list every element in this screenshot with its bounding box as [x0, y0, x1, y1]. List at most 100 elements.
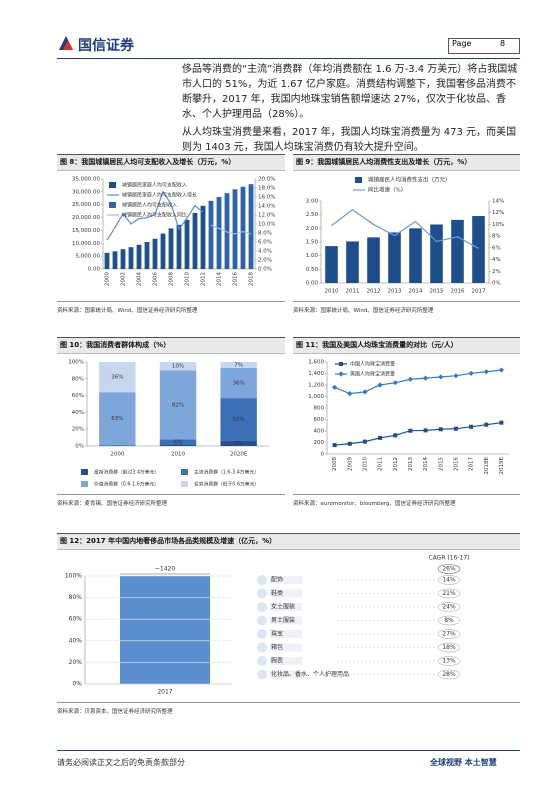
line-marker: [468, 370, 474, 376]
bar: [152, 238, 158, 269]
data-label: 36%: [233, 381, 245, 387]
legend-swatch: [181, 469, 188, 475]
bar: [184, 219, 190, 269]
figure-source: 资料来源：国家统计局、Wind、国信证券经济研究所整理: [57, 301, 285, 314]
x-tick-label: 2000: [105, 272, 111, 286]
x-tick-label: 2009: [347, 457, 353, 471]
line-marker: [438, 374, 444, 380]
item-name: 珠宝: [271, 630, 283, 638]
legend-label: 美国人均珠宝消费量: [350, 371, 395, 378]
x-tick-label: 2016: [451, 289, 465, 295]
y-tick-label: 0.50: [306, 267, 319, 273]
line-marker: [438, 427, 443, 432]
y-tick-label: 200: [314, 440, 325, 446]
figure-source: 资料来源：麦肯锡、国信证券经济研究所整理: [57, 494, 285, 507]
y-tick-label: 25,000.00: [72, 202, 100, 208]
bar: [160, 233, 166, 269]
y-tick-label: 40%: [69, 637, 83, 644]
item-icon: [257, 575, 267, 585]
y-tick-label: 600: [314, 417, 325, 423]
line-marker: [362, 389, 368, 395]
bar-segment: [159, 362, 197, 371]
line-marker: [378, 435, 383, 440]
bar-segment: [220, 362, 257, 368]
paragraph: 侈品等消费的“主流”消费群（年均消费额在 1.6 万-3.4 万美元）将占我国城…: [182, 64, 518, 120]
line-marker: [393, 433, 398, 438]
y-tick-label: 40%: [72, 410, 84, 416]
x-tick-label: 2008: [332, 457, 338, 471]
y-tick-label: 2.00: [306, 226, 319, 232]
cagr-oval: [437, 642, 461, 653]
cagr-oval: [437, 669, 461, 680]
item-name-bg: [270, 603, 302, 611]
bar: [112, 251, 118, 269]
item-name-bg: [270, 630, 302, 638]
item-name: 女士服装: [271, 603, 295, 611]
bar: [346, 241, 359, 283]
x-tick-label: 2011: [378, 457, 384, 471]
x-tick-label: 2012: [201, 272, 207, 286]
y-tick-label: 60%: [69, 616, 83, 623]
item-name-bg: [270, 589, 302, 598]
data-label: 7%: [234, 363, 243, 369]
bar-segment: [159, 439, 197, 445]
item-cagr: 14%: [442, 577, 456, 584]
legend-label: 城镇居民人均可支配收入: [122, 202, 177, 209]
bar-segment: [159, 370, 197, 440]
bar: [248, 184, 254, 269]
logo-text: 国信证券: [78, 38, 134, 54]
y-tick-label: 3.00: [306, 199, 319, 205]
legend-swatch: [81, 469, 88, 475]
item-cagr: 18%: [442, 644, 456, 651]
footer-rule: [57, 750, 520, 751]
x-tick-label: 2002: [121, 272, 127, 286]
figure-caption: 图 9：我国城镇居民人均消费性支出及增长（万元，%）: [293, 154, 520, 171]
x-tick-label: 2017: [472, 289, 486, 295]
paragraph: 从人均珠宝消费量来看，2017 年，我国人均珠宝消费量为 473 元，而美国则为…: [182, 127, 517, 153]
bar: [120, 576, 210, 684]
x-tick-label: 2008: [169, 272, 175, 286]
legend-label: 价值消费群（0.6-1.6万美元）: [94, 481, 159, 488]
y-tick-label: 0%: [72, 681, 82, 688]
bar: [192, 212, 198, 269]
item-icon: [257, 669, 267, 680]
figure-source: 资料来源：贝恩资本、国信证券经济研究所整理: [57, 702, 520, 715]
data-label: 6%: [174, 439, 183, 445]
x-tick-label: 2010: [362, 457, 368, 471]
bar-segment: [99, 362, 136, 393]
x-tick-label: 2010: [171, 452, 185, 458]
x-tick-label: 2014: [217, 272, 223, 286]
cagr-oval: [437, 575, 461, 585]
x-tick-label: 2006: [153, 272, 159, 286]
cagr-oval: [437, 615, 461, 626]
line: [334, 422, 502, 446]
data-label: 82%: [172, 402, 184, 408]
item-name-bg: [270, 576, 302, 584]
legend-swatch: [109, 182, 116, 188]
item-name: 男士服装: [271, 616, 295, 624]
y-tick-label: 15,000.00: [72, 228, 100, 234]
y2-tick-label: 6%: [492, 245, 501, 251]
logo-icon: [59, 36, 73, 50]
chart: 0 200 400 600 800 1,000 1,200 1,400 1,600 2008 200…: [308, 360, 509, 474]
item-icon: [257, 642, 267, 653]
x-tick-label: 2019E: [499, 456, 505, 474]
line: [106, 190, 204, 241]
x-tick-label: 2016: [233, 272, 239, 286]
y-tick-label: 20%: [72, 427, 84, 433]
legend-label: 城镇居民家庭人均可支配收入增长: [122, 192, 197, 199]
footer-disclaimer: 请务必阅读正文之后的免责条款部分: [57, 758, 185, 767]
bar: [409, 228, 422, 283]
y2-tick-label: 0%: [492, 281, 501, 287]
item-icon: [257, 615, 267, 626]
data-label: 10%: [172, 364, 184, 370]
line-marker: [498, 367, 505, 373]
x-tick-label: 2012: [367, 289, 381, 295]
y2-tick-label: 2%: [492, 269, 501, 275]
y2-tick-label: 12.0%: [258, 213, 275, 219]
x-tick-label: 2018: [249, 272, 255, 286]
item-name: 箱包: [271, 643, 283, 651]
bar: [104, 252, 110, 269]
line: [210, 224, 252, 235]
